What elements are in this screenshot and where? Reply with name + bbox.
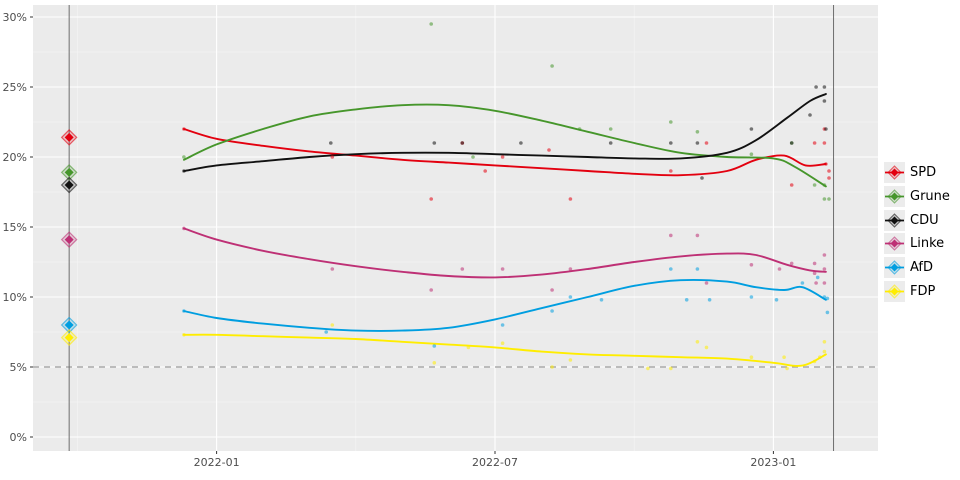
x-tick-label: 2022-07 [472, 456, 518, 469]
x-tick-label: 2023-01 [750, 456, 796, 469]
legend-item-fdp: FDP [884, 279, 950, 303]
legend-label: Grune [910, 189, 950, 205]
poll-points-fdp [182, 323, 827, 371]
axis-labels: 0% 5% 10% 15% 20% 25% 30% 2022-01 2022-07 2023-01 [3, 11, 797, 469]
legend-item-cdu: CDU [884, 208, 950, 232]
legend-label: AfD [910, 260, 934, 276]
y-tick-label: 15% [3, 221, 27, 234]
legend-label: FDP [910, 283, 936, 299]
y-tick-label: 20% [3, 151, 27, 164]
legend-label: Linke [910, 236, 945, 252]
trend-line-cdu [182, 93, 827, 172]
legend-item-afd: AfD [884, 256, 950, 280]
poll-points-linke [182, 226, 827, 292]
y-tick-label: 30% [3, 11, 27, 24]
legend-key-diamond-icon [884, 162, 905, 184]
legend-key-diamond-icon [884, 257, 905, 279]
legend-key-diamond-icon [884, 186, 905, 208]
legend-item-grune: Grune [884, 185, 950, 209]
plot-panel [33, 5, 878, 451]
poll-points-afd [182, 267, 830, 348]
y-tick-label: 25% [3, 81, 27, 94]
chart-legend: SPD Grune CDU Linke AfD FDP [884, 161, 950, 303]
trend-line-linke [182, 227, 827, 279]
trend-line-grune [182, 103, 827, 188]
y-tick-label: 0% [10, 431, 27, 444]
legend-item-spd: SPD [884, 161, 950, 185]
legend-key-diamond-icon [884, 280, 905, 302]
legend-label: CDU [910, 212, 939, 228]
election-result-markers [60, 129, 78, 346]
poll-points-spd [182, 127, 831, 201]
y-tick-label: 5% [10, 361, 27, 374]
legend-key-diamond-icon [884, 233, 905, 255]
legend-item-linke: Linke [884, 232, 950, 256]
trend-line-afd [182, 279, 827, 332]
legend-key-diamond-icon [884, 209, 905, 231]
legend-label: SPD [910, 165, 937, 181]
y-tick-label: 10% [3, 291, 27, 304]
x-tick-label: 2022-01 [194, 456, 240, 469]
poll-points-cdu [182, 85, 828, 180]
trend-line-fdp [182, 333, 827, 367]
